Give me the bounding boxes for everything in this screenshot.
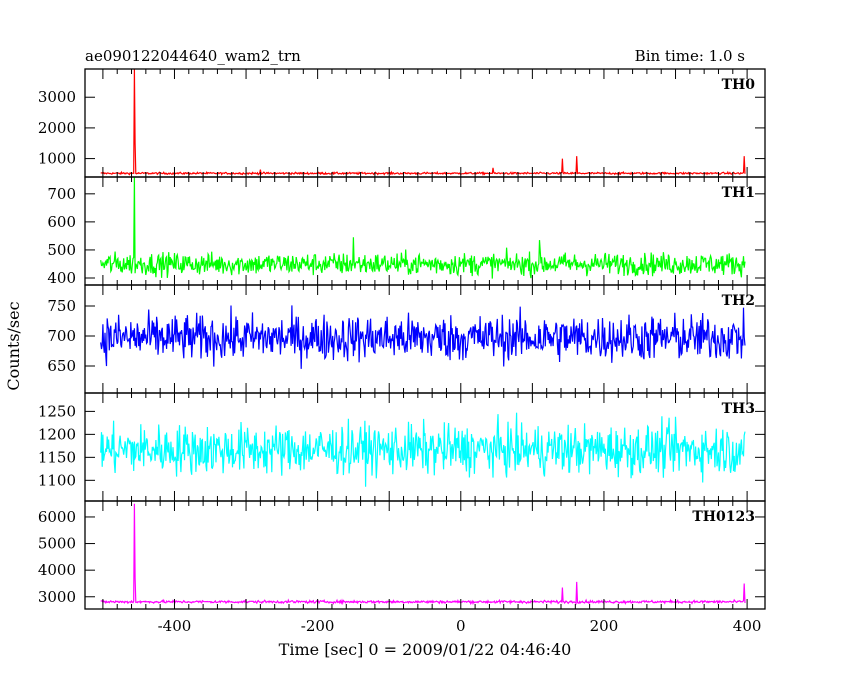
- panel-th0: 1000 2000 3000 TH0: [38, 68, 766, 178]
- y-tick-label: 1000: [38, 150, 76, 168]
- panel-th3: 1100 1150 1200 1250 TH3: [38, 392, 766, 502]
- y-tick-label: 6000: [38, 508, 76, 526]
- panel-label: TH3: [722, 401, 755, 417]
- y-tick-label: 700: [47, 327, 76, 345]
- x-tick-label: 200: [590, 617, 619, 635]
- series-line-th0123: [100, 503, 746, 606]
- y-tick-label: 700: [47, 185, 76, 203]
- y-tick-label: 5000: [38, 535, 76, 553]
- panel-label: TH0123: [692, 509, 755, 525]
- y-tick-label: 600: [47, 213, 76, 231]
- y-tick-label: 1200: [38, 425, 76, 443]
- x-tick-label: -200: [301, 617, 335, 635]
- series-line-th1: [100, 176, 746, 279]
- y-tick-label: 1150: [38, 448, 76, 466]
- panel-frame: [84, 68, 766, 178]
- series-line-th3: [100, 412, 746, 487]
- y-tick-label: 1250: [38, 402, 76, 420]
- panel-th1: 400 500 600 700 TH1: [47, 176, 766, 287]
- x-tick-label: 400: [733, 617, 762, 635]
- y-tick-label: 3000: [38, 88, 76, 106]
- y-tick-label: 500: [47, 241, 76, 259]
- chart-title: ae090122044640_wam2_trn: [85, 47, 301, 65]
- y-tick-label: 1100: [38, 471, 76, 489]
- series-line-th0: [100, 68, 746, 176]
- panel-label: TH2: [722, 293, 755, 309]
- x-tick-label: -400: [158, 617, 192, 635]
- series-line-th2: [100, 305, 746, 369]
- panel-label: TH1: [722, 185, 755, 201]
- panel-label: TH0: [722, 77, 756, 93]
- bin-time-label: Bin time: 1.0 s: [635, 47, 745, 65]
- y-tick-label: 750: [47, 297, 76, 315]
- y-tick-label: 400: [47, 269, 76, 287]
- panel-frame: [84, 176, 766, 286]
- panel-th0123: 3000 4000 5000 6000 TH0123: [38, 500, 766, 610]
- y-tick-label: 3000: [38, 588, 76, 606]
- y-tick-label: 650: [47, 357, 76, 375]
- panels-group: 1000 2000 3000 TH0 400 500 600 700 TH1 650 700 750 T…: [38, 68, 766, 610]
- y-axis-title: Counts/sec: [4, 301, 23, 390]
- x-axis: -400 -200 0 200 400: [158, 617, 762, 635]
- y-tick-label: 4000: [38, 561, 76, 579]
- y-tick-label: 2000: [38, 119, 76, 137]
- x-axis-title: Time [sec] 0 = 2009/01/22 04:46:40: [279, 640, 572, 659]
- panel-th2: 650 700 750 TH2: [47, 284, 766, 394]
- x-tick-label: 0: [456, 617, 466, 635]
- panel-frame: [84, 500, 766, 610]
